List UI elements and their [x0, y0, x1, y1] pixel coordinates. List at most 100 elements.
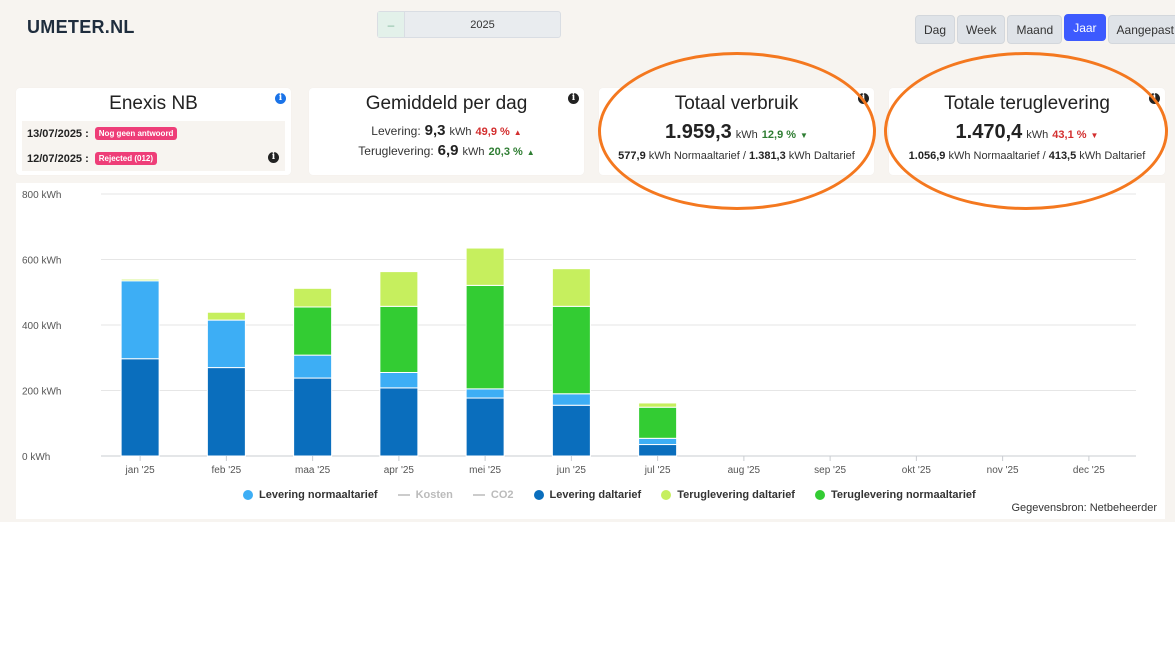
previous-period-button[interactable]: – [378, 12, 405, 37]
bar-segment [206, 311, 246, 321]
legend-item[interactable]: Levering daltarief [533, 489, 642, 501]
app-background: UMETER.NL – 2025 Dag Week Maand Jaar Aan… [0, 0, 1175, 522]
x-tick-label: mei '25 [469, 465, 501, 476]
normaal-value: 577,9 [618, 150, 646, 162]
x-tick-label: jul '25 [644, 465, 671, 476]
period-day-button[interactable]: Dag [915, 15, 956, 44]
legend-dot-icon [243, 490, 253, 500]
legend-item[interactable]: CO2 [472, 489, 514, 501]
legend-line-icon [397, 494, 410, 496]
teruglevering-line: Teruglevering: 6,9 kWh 20,3 % ▲ [309, 142, 584, 159]
total-consumption-title: Totaal verbruik [674, 93, 799, 114]
teruglevering-unit: kWh [462, 146, 485, 158]
arrow-down-icon: ▼ [1090, 131, 1099, 140]
bar-segment [551, 305, 591, 395]
info-icon[interactable]: i [275, 93, 286, 104]
chart-panel: 0 kWh 200 kWh 400 kWh 600 kWh 800 kWh jan '25… [16, 183, 1165, 519]
legend-item[interactable]: Levering normaaltarief [243, 489, 378, 501]
total-return-card: Totale teruglevering i 1.470,4 kWh 43,1 … [889, 88, 1165, 175]
status-row: 13/07/2025 : Nog geen antwoord [22, 121, 285, 146]
period-custom-button[interactable]: Aangepast [1107, 15, 1175, 44]
arrow-down-icon: ▼ [800, 131, 808, 140]
x-tick-label: sep '25 [814, 465, 846, 476]
info-icon[interactable]: i [268, 152, 279, 163]
x-tick-label: nov '25 [987, 465, 1019, 476]
bar-segment [638, 402, 678, 408]
levering-line: Levering: 9,3 kWh 49,9 % ▲ [309, 122, 584, 139]
total-return-unit: kWh [1026, 129, 1049, 141]
dal-value: 1.381,3 [749, 150, 786, 162]
levering-label: Levering: [371, 124, 421, 138]
bar-segment [293, 287, 333, 308]
legend-item[interactable]: Teruglevering normaaltarief [814, 489, 976, 501]
bar-segment [379, 271, 419, 307]
normaal-label: kWh Normaaltarief / [948, 150, 1046, 162]
total-consumption-breakdown: 577,9 kWh Normaaltarief / 1.381,3 kWh Da… [599, 150, 874, 162]
x-tick-label: maa '25 [295, 465, 331, 476]
x-tick-label: okt '25 [902, 465, 932, 476]
y-tick-label: 800 kWh [22, 190, 61, 201]
legend-label: Levering normaaltarief [259, 489, 378, 501]
teruglevering-pct: 20,3 % [488, 146, 523, 158]
legend-label: Teruglevering daltarief [677, 489, 795, 501]
total-consumption-value: 1.959,3 [665, 121, 732, 143]
legend-dot-icon [814, 490, 825, 500]
normaal-label: kWh Normaaltarief / [648, 150, 746, 162]
total-consumption-unit: kWh [735, 129, 758, 141]
bar-segment [379, 305, 419, 373]
normaal-value: 1.056,9 [908, 150, 946, 162]
period-selector: Dag Week Maand Jaar Aangepast [915, 14, 1175, 44]
selected-year[interactable]: 2025 [470, 18, 495, 31]
enexis-card: Enexis NB i 13/07/2025 : Nog geen antwoo… [16, 88, 291, 175]
period-week-button[interactable]: Week [957, 15, 1006, 44]
legend-dot-icon [661, 490, 672, 500]
period-year-button[interactable]: Jaar [1064, 14, 1106, 41]
date-navigator: – 2025 [377, 11, 561, 38]
y-tick-label: 400 kWh [22, 321, 61, 332]
bar-segment [293, 354, 333, 379]
bar-segment [465, 388, 505, 399]
bar-segment [206, 367, 246, 457]
levering-value: 9,3 [424, 122, 446, 139]
info-icon[interactable]: i [858, 93, 869, 104]
info-icon[interactable]: i [568, 93, 579, 104]
bar-segment [120, 358, 160, 457]
monthly-energy-chart: 0 kWh 200 kWh 400 kWh 600 kWh 800 kWh jan '25… [22, 190, 1136, 476]
bar-segment [465, 247, 505, 286]
bar-segment [551, 404, 591, 457]
status-date: 12/07/2025 : [27, 152, 89, 165]
bar-segment [379, 387, 419, 457]
bar-segment [551, 268, 591, 307]
x-tick-label: feb '25 [212, 465, 242, 476]
y-tick-label: 200 kWh [22, 387, 61, 398]
dal-value: 413,5 [1048, 150, 1077, 162]
data-source: Gegevensbron: Netbeheerder [1011, 502, 1157, 514]
total-return-title: Totale teruglevering [944, 93, 1110, 114]
bar-segment [465, 284, 505, 390]
info-icon[interactable]: i [1149, 93, 1160, 104]
bar-segment [293, 377, 333, 457]
legend-item[interactable]: Teruglevering daltarief [661, 489, 795, 501]
x-tick-label: jun '25 [556, 465, 587, 476]
x-tick-label: apr '25 [384, 465, 415, 476]
bar-segment [120, 280, 160, 360]
period-month-button[interactable]: Maand [1007, 15, 1063, 44]
total-consumption-line: 1.959,3 kWh 12,9 % ▼ [599, 121, 874, 144]
teruglevering-value: 6,9 [437, 142, 459, 159]
arrow-up-icon: ▲ [513, 128, 522, 137]
total-return-value: 1.470,4 [955, 121, 1023, 143]
legend-label: Levering daltarief [549, 489, 642, 501]
bar-segment [551, 393, 591, 406]
total-consumption-card: Totaal verbruik i 1.959,3 kWh 12,9 % ▼ 5… [599, 88, 874, 175]
y-tick-label: 0 kWh [22, 452, 50, 463]
status-badge: Rejected (012) [94, 152, 158, 165]
app-logo[interactable]: UMETER.NL [27, 17, 135, 37]
x-tick-label: jan '25 [125, 465, 156, 476]
bar-segment [638, 437, 678, 446]
levering-pct: 49,9 % [475, 126, 510, 138]
legend-dot-icon [533, 490, 544, 500]
bar-segment [379, 371, 419, 389]
y-tick-label: 600 kWh [22, 256, 61, 267]
x-tick-label: aug '25 [728, 465, 761, 476]
legend-item[interactable]: Kosten [397, 489, 453, 501]
